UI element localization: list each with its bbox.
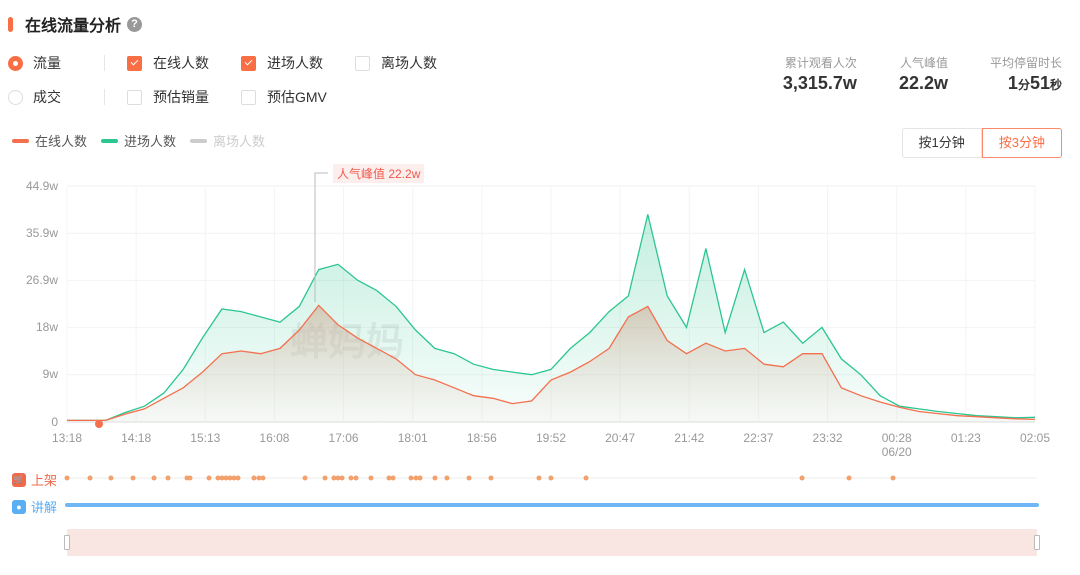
traffic-chart[interactable]: 蝉妈妈 xyxy=(0,160,1080,460)
granularity-3min-button[interactable]: 按3分钟 xyxy=(981,128,1062,158)
radio-traffic[interactable]: 流量 xyxy=(8,53,80,73)
checkbox-est-gmv[interactable]: 预估GMV xyxy=(241,87,327,107)
radio-indicator[interactable] xyxy=(8,55,23,71)
microphone-icon: ● xyxy=(12,499,26,514)
divider xyxy=(104,55,105,71)
stat-label: 平均停留时长 xyxy=(989,56,1062,70)
x-tick: 18:01 xyxy=(397,431,428,445)
x-tick: 17:06 xyxy=(328,431,359,445)
legend-swatch xyxy=(190,138,208,143)
y-tick: 18w xyxy=(35,320,58,334)
checkbox-indicator[interactable] xyxy=(127,55,142,71)
listing-track-label: 🛒 上架 xyxy=(12,470,57,489)
peak-annotation: 人气峰值 22.2w xyxy=(333,164,425,183)
stat-peak: 人气峰值 22.2w xyxy=(899,54,948,94)
checkbox-leave-count[interactable]: 离场人数 xyxy=(355,53,437,73)
checkbox-est-sales[interactable]: 预估销量 xyxy=(127,87,241,107)
legend-label: 离场人数 xyxy=(213,134,266,149)
x-tick: 02:05 xyxy=(1019,431,1051,445)
y-tick: 26.9w xyxy=(25,273,58,287)
legend-swatch xyxy=(12,138,29,143)
checkbox-indicator[interactable] xyxy=(127,89,142,105)
checkbox-label: 离场人数 xyxy=(381,55,437,71)
stat-total-views: 累计观看人次 3,315.7w xyxy=(783,54,857,94)
explain-track-label: ● 讲解 xyxy=(12,497,57,516)
x-tick: 14:18 xyxy=(121,431,152,445)
x-tick: 00:28 06/20 xyxy=(881,431,912,459)
x-tick: 20:47 xyxy=(605,431,636,445)
checkbox-enter-count[interactable]: 进场人数 xyxy=(241,53,355,73)
y-tick: 44.9w xyxy=(25,179,58,193)
checkbox-label: 在线人数 xyxy=(153,55,209,71)
page-title: 在线流量分析 xyxy=(25,18,122,35)
chart-legend: 在线人数 进场人数 离场人数 xyxy=(12,131,279,150)
stat-avg-stay: 平均停留时长 1分51秒 xyxy=(990,54,1062,94)
track-label: 上架 xyxy=(31,473,58,488)
x-tick: 18:56 xyxy=(466,431,497,445)
stat-value: 22.2w xyxy=(898,73,948,93)
options-row-traffic: 流量 在线人数 进场人数 离场人数 xyxy=(8,53,437,73)
legend-leave[interactable]: 离场人数 xyxy=(190,131,265,150)
radio-label: 成交 xyxy=(33,89,61,105)
section-header: 在线流量分析 ? xyxy=(8,12,143,36)
x-tick: 23:32 xyxy=(812,431,843,445)
stat-label: 累计观看人次 xyxy=(784,56,857,70)
checkbox-label: 预估GMV xyxy=(267,89,327,105)
legend-swatch xyxy=(101,138,119,143)
y-tick: 0 xyxy=(51,415,58,429)
legend-enter[interactable]: 进场人数 xyxy=(101,131,176,150)
event-tracks[interactable] xyxy=(0,470,1080,515)
x-tick: 13:18 xyxy=(51,431,83,445)
checkbox-online-count[interactable]: 在线人数 xyxy=(127,53,241,73)
stat-value: 1分51秒 xyxy=(1007,73,1062,93)
options-row-sales: 成交 预估销量 预估GMV xyxy=(8,87,327,107)
y-tick: 35.9w xyxy=(25,226,58,240)
divider xyxy=(104,89,105,105)
checkbox-indicator[interactable] xyxy=(355,55,370,71)
stat-label: 人气峰值 xyxy=(899,56,948,70)
radio-sales[interactable]: 成交 xyxy=(8,87,80,107)
slider-handle-left[interactable] xyxy=(64,535,70,550)
slider-handle-right[interactable] xyxy=(1034,535,1040,550)
legend-label: 进场人数 xyxy=(124,134,177,149)
x-tick: 19:52 xyxy=(535,431,567,445)
x-tick: 22:37 xyxy=(743,431,774,445)
x-tick: 16:08 xyxy=(259,431,290,445)
y-tick: 9w xyxy=(42,367,58,381)
checkbox-indicator[interactable] xyxy=(241,55,256,71)
start-marker xyxy=(95,420,103,428)
checkbox-label: 进场人数 xyxy=(267,55,323,71)
radio-label: 流量 xyxy=(33,55,61,71)
checkbox-indicator[interactable] xyxy=(241,89,256,105)
legend-online[interactable]: 在线人数 xyxy=(12,131,87,150)
title-accent-bar xyxy=(8,16,13,32)
summary-stats: 累计观看人次 3,315.7w 人气峰值 22.2w 平均停留时长 1分51秒 xyxy=(741,54,1062,94)
range-slider[interactable] xyxy=(64,529,1040,556)
granularity-1min-button[interactable]: 按1分钟 xyxy=(901,128,982,158)
x-tick: 01:23 xyxy=(950,431,981,445)
track-label: 讲解 xyxy=(31,500,58,515)
legend-label: 在线人数 xyxy=(35,134,88,149)
granularity-toggle: 按1分钟 按3分钟 xyxy=(901,128,1062,158)
cart-icon: 🛒 xyxy=(12,472,26,487)
x-tick: 21:42 xyxy=(674,431,705,445)
checkbox-label: 预估销量 xyxy=(153,89,209,105)
peak-marker-line xyxy=(314,172,328,302)
help-icon[interactable]: ? xyxy=(127,16,143,32)
stat-value: 3,315.7w xyxy=(782,73,857,93)
radio-indicator[interactable] xyxy=(8,89,23,105)
x-tick: 15:13 xyxy=(190,431,221,445)
